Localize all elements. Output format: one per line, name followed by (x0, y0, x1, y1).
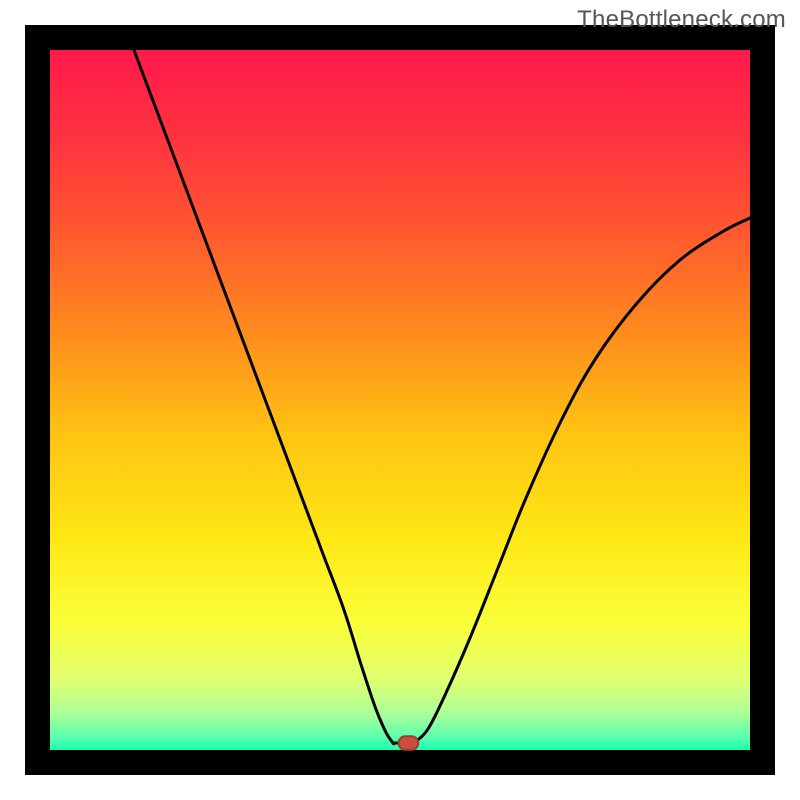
optimum-marker (399, 736, 419, 749)
watermark: TheBottleneck.com (577, 6, 786, 34)
chart-background (50, 50, 750, 750)
bottleneck-chart (0, 0, 800, 800)
